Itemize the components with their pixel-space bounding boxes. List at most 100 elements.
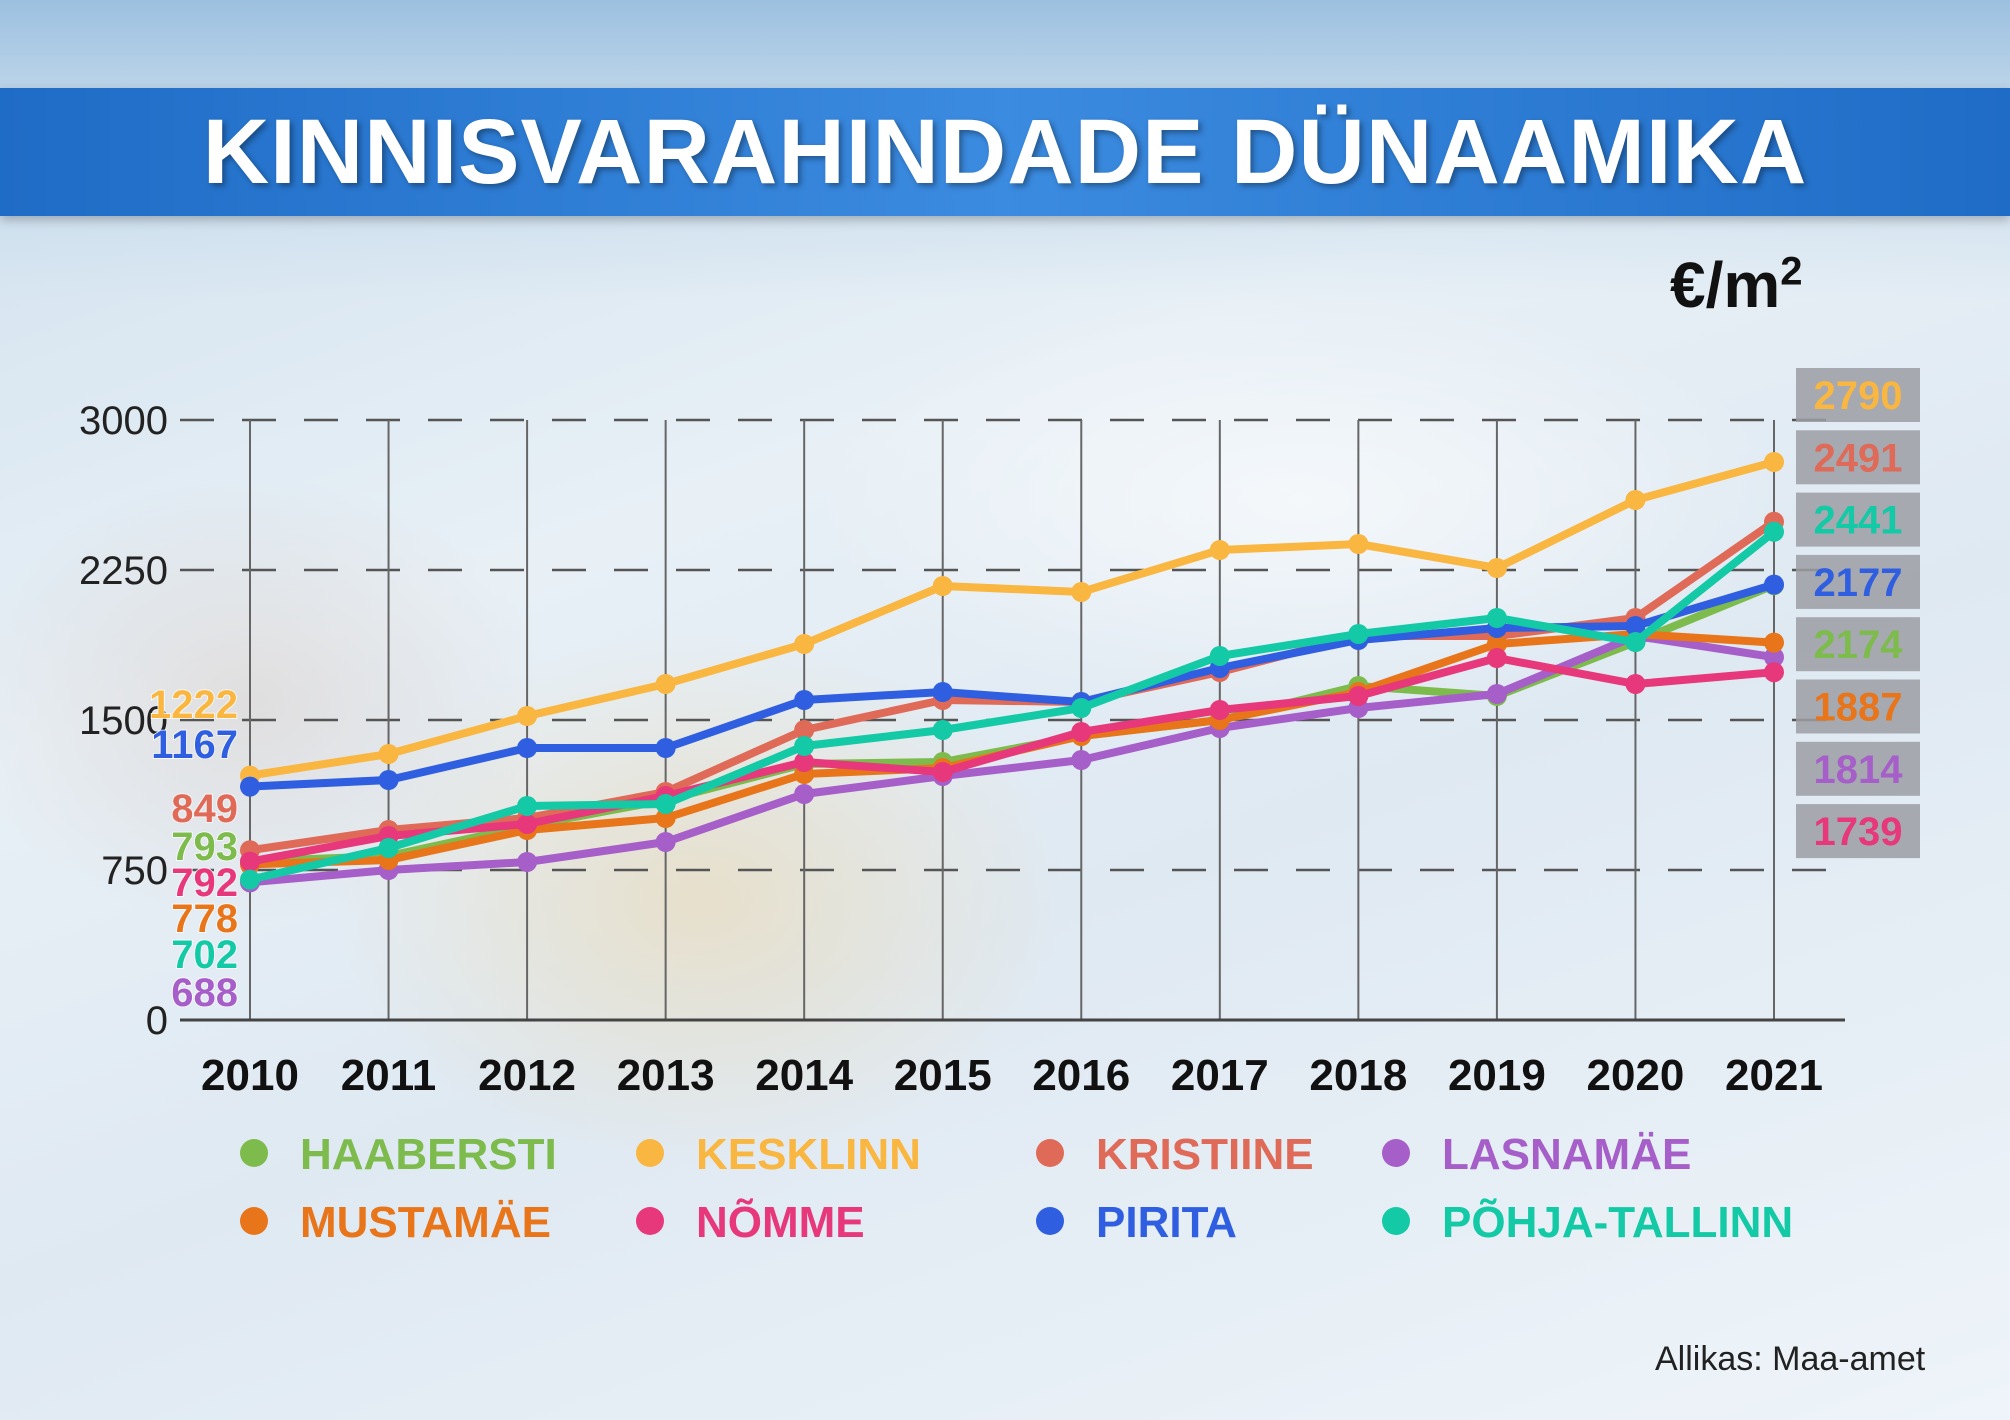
data-point [1209, 540, 1230, 560]
series-line [246, 632, 1778, 887]
data-point [1486, 634, 1507, 654]
data-point [794, 784, 815, 804]
x-tick-label: 2012 [478, 1051, 576, 1100]
legend-item: LASNAMÄE [1382, 1130, 1691, 1180]
data-point [1764, 521, 1784, 542]
data-point [240, 776, 260, 797]
data-point [932, 720, 953, 740]
start-value-label: 778 [171, 897, 238, 941]
y-tick-label: 2250 [79, 549, 168, 593]
data-point [240, 869, 260, 890]
data-point [794, 690, 815, 710]
legend-dot-icon [1036, 1207, 1064, 1236]
data-point [1348, 686, 1369, 706]
end-value-box [1796, 554, 1920, 609]
end-value-box [1796, 430, 1920, 485]
start-value-label: 792 [171, 861, 238, 905]
legend-dot-icon [240, 1139, 268, 1168]
start-value-label: 793 [171, 825, 238, 869]
legend-label: KRISTIINE [1096, 1130, 1314, 1179]
data-point [1209, 700, 1230, 720]
data-point [517, 706, 538, 726]
data-point [655, 674, 676, 694]
end-value-box [1796, 368, 1920, 422]
x-tick-label: 2010 [201, 1051, 299, 1100]
end-value-label: 1887 [1814, 686, 1903, 730]
legend-item: MUSTAMÄE [240, 1198, 551, 1248]
legend-dot-icon [1382, 1139, 1410, 1168]
data-point [794, 720, 815, 740]
data-point [1486, 648, 1507, 668]
legend-label: PÕHJA-TALLINN [1442, 1198, 1794, 1247]
data-point [378, 770, 399, 790]
end-value-box [1796, 741, 1920, 796]
end-value-label: 1739 [1814, 810, 1903, 854]
data-point [1486, 558, 1507, 578]
x-tick-label: 2019 [1448, 1051, 1546, 1100]
legend-item: NÕMME [636, 1198, 865, 1248]
y-tick-label: 750 [101, 849, 168, 893]
data-point [1764, 574, 1784, 595]
legend-item: KRISTIINE [1036, 1130, 1314, 1180]
legend-dot-icon [636, 1207, 664, 1236]
data-point [378, 838, 399, 858]
x-tick-label: 2016 [1032, 1051, 1130, 1100]
legend-label: KESKLINN [696, 1130, 921, 1179]
title-band [0, 88, 2010, 216]
data-point [655, 808, 676, 828]
end-value-label: 2174 [1814, 623, 1904, 667]
x-tick-label: 2017 [1171, 1051, 1269, 1100]
start-value-label: 1222 [149, 683, 238, 727]
data-point [1209, 646, 1230, 666]
data-point [1764, 452, 1784, 472]
source-note: Allikas: Maa-amet [1655, 1340, 1926, 1378]
legend-dot-icon [636, 1139, 664, 1168]
data-point [517, 852, 538, 872]
data-point [1625, 632, 1646, 652]
data-point [517, 814, 538, 834]
end-value-label: 2177 [1814, 561, 1903, 605]
x-tick-label: 2015 [894, 1051, 992, 1100]
y-tick-label: 0 [146, 999, 168, 1043]
data-point [655, 738, 676, 758]
legend-item: PÕHJA-TALLINN [1382, 1198, 1793, 1248]
x-tick-label: 2018 [1309, 1051, 1407, 1100]
end-value-label: 2491 [1814, 436, 1903, 480]
data-point [1764, 647, 1784, 668]
legend-dot-icon [1382, 1207, 1410, 1236]
data-point [1348, 534, 1369, 554]
x-tick-label: 2014 [755, 1051, 853, 1100]
data-point [655, 832, 676, 852]
legend-label: LASNAMÄE [1442, 1130, 1692, 1179]
data-point [240, 851, 260, 872]
data-point [1071, 698, 1092, 718]
series-line [246, 458, 1778, 780]
series-line [246, 654, 1778, 866]
start-value-label: 688 [171, 971, 238, 1015]
x-tick-label: 2021 [1725, 1051, 1823, 1100]
data-point [932, 682, 953, 702]
end-value-label: 1814 [1814, 748, 1904, 792]
legend-dot-icon [240, 1207, 268, 1236]
start-value-label: 702 [171, 933, 238, 977]
data-point [378, 744, 399, 764]
data-point [1764, 632, 1784, 653]
legend-item: KESKLINN [636, 1130, 921, 1180]
data-point [655, 794, 676, 814]
data-point [1071, 582, 1092, 602]
data-point [517, 738, 538, 758]
end-value-box [1796, 492, 1920, 547]
data-point [1071, 750, 1092, 770]
legend-item: PIRITA [1036, 1198, 1237, 1248]
start-value-label: 1167 [151, 723, 238, 767]
end-value-box [1796, 617, 1920, 672]
y-tick-label: 3000 [79, 399, 168, 443]
end-value-label: 2790 [1814, 374, 1903, 418]
data-point [794, 634, 815, 654]
x-tick-label: 2011 [341, 1051, 436, 1100]
unit-superscript: 2 [1780, 249, 1803, 294]
legend-dot-icon [1036, 1139, 1064, 1168]
data-point [1486, 608, 1507, 628]
data-point [932, 762, 953, 782]
